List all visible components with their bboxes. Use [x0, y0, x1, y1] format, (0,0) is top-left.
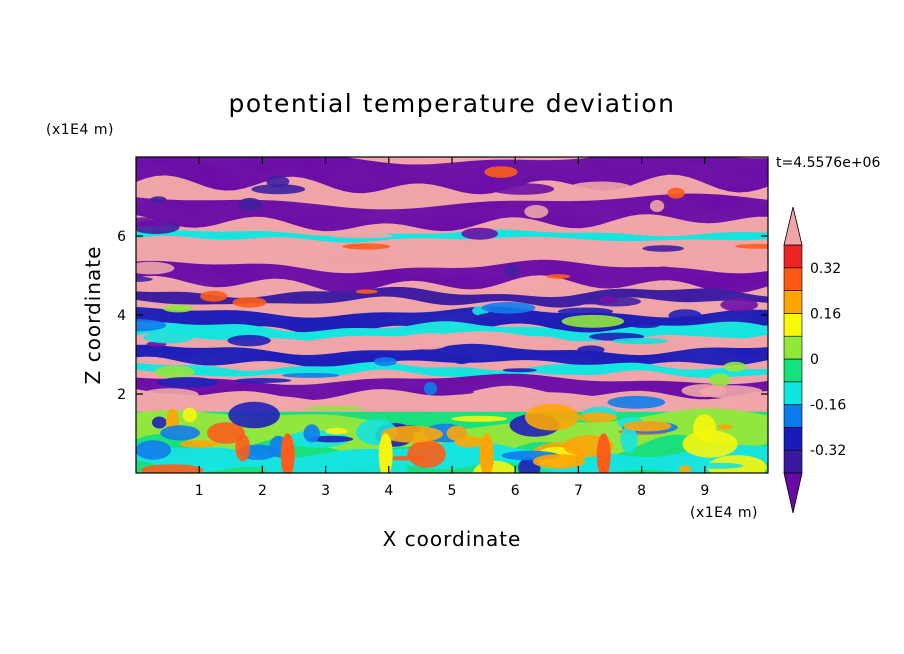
chart-title: potential temperature deviation	[229, 89, 676, 118]
colorbar-bin	[783, 404, 803, 428]
y-axis: 2 4 6	[117, 229, 768, 403]
x-tick-label: 9	[700, 483, 709, 499]
y-tick-label: 6	[117, 229, 126, 245]
colorbar-label: -0.32	[810, 443, 846, 459]
colorbar: -0.32 -0.16 0 0.16 0.32	[783, 206, 846, 514]
x-unit-label: (x1E4 m)	[690, 505, 758, 521]
x-tick-label: 8	[637, 483, 646, 499]
y-unit-label: (x1E4 m)	[46, 122, 114, 138]
x-tick-label: 6	[511, 483, 520, 499]
y-axis-label: Z coordinate	[81, 246, 105, 385]
colorbar-bin	[783, 381, 803, 405]
colorbar-label: 0.32	[810, 261, 841, 277]
colorbar-extend-max	[783, 206, 803, 246]
x-axis: 1 2 3 4 5 6 7 8 9	[195, 157, 709, 499]
colorbar-label: 0.16	[810, 306, 841, 322]
x-tick-label: 7	[574, 483, 583, 499]
colorbar-bin	[783, 267, 803, 291]
x-tick-label: 5	[448, 483, 457, 499]
y-tick-label: 2	[117, 387, 126, 403]
x-tick-label: 4	[384, 483, 393, 499]
colorbar-label: 0	[810, 352, 819, 368]
colorbar-extend-min	[783, 472, 803, 514]
field-texture	[136, 157, 768, 473]
x-tick-label: 3	[321, 483, 330, 499]
colorbar-bin	[783, 313, 803, 337]
colorbar-bin	[783, 244, 803, 269]
colorbar-label: -0.16	[810, 398, 846, 414]
colorbar-bin	[783, 427, 803, 451]
time-label: t=4.5576e+06	[776, 155, 880, 171]
colorbar-bin	[783, 358, 803, 383]
colorbar-bin	[783, 449, 803, 474]
x-axis-label: X coordinate	[383, 527, 522, 551]
heatmap-field	[136, 157, 768, 473]
colorbar-bin	[783, 290, 803, 314]
colorbar-bin	[783, 335, 803, 360]
y-tick-label: 4	[117, 308, 126, 324]
x-tick-label: 1	[195, 483, 204, 499]
x-tick-label: 2	[258, 483, 267, 499]
